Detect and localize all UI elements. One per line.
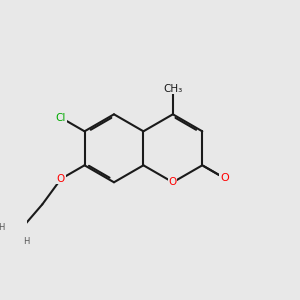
Text: O: O bbox=[169, 177, 177, 187]
Text: CH₃: CH₃ bbox=[163, 84, 182, 94]
Text: O: O bbox=[57, 174, 65, 184]
Text: O: O bbox=[220, 173, 229, 183]
Text: H: H bbox=[0, 223, 4, 232]
Text: Cl: Cl bbox=[56, 113, 66, 123]
Text: H: H bbox=[23, 237, 29, 246]
